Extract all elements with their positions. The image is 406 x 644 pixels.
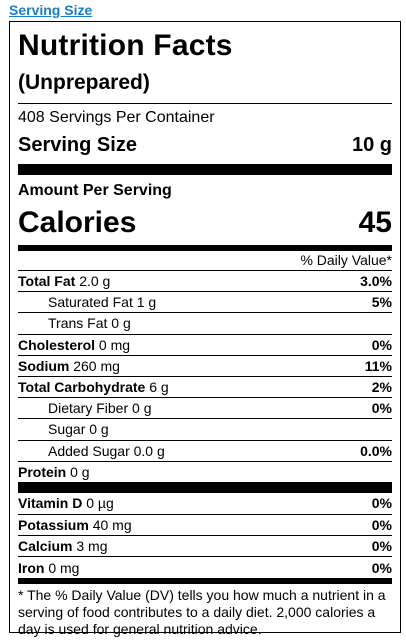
thick-divider [18,164,392,175]
nutrient-daily-value: 0% [371,559,392,576]
calories-value: 45 [358,206,392,239]
medium-divider [18,577,392,584]
nutrient-name: Trans Fat 0 g [18,315,131,331]
thick-divider [18,481,392,493]
nutrient-amount: 0 g [111,315,131,332]
nutrition-facts-label: Nutrition Facts (Unprepared) 408 Serving… [9,21,401,637]
nutrient-label: Saturated Fat [48,294,133,311]
nutrient-amount: 0 g [89,421,109,438]
nutrient-daily-value: 5% [371,294,392,311]
label-title: Nutrition Facts [18,29,233,62]
vitamin-list: Vitamin D 0 µg 0% Potassium 40 mg 0% Calcium… [18,493,392,578]
nutrient-amount: 0 mg [98,336,131,353]
serving-size-row: Serving Size 10 g [18,132,392,158]
nutrient-row: Total Fat 2.0 g 3.0% [18,270,392,291]
nutrient-name: Added Sugar 0.0 g [18,443,165,459]
serving-size-label: Serving Size [18,134,137,156]
divider [18,103,392,104]
nutrient-name: Calcium 3 mg [18,538,107,554]
nutrient-amount: 260 mg [73,357,120,374]
nutrient-amount: 3 mg [76,538,108,555]
nutrient-amount: 0 µg [86,495,114,512]
nutrient-label: Dietary Fiber [48,400,129,417]
nutrient-label: Cholesterol [18,336,96,353]
nutrient-amount: 0 mg [48,559,80,576]
nutrient-row: Sugar 0 g [18,418,392,439]
calories-label: Calories [18,206,137,239]
nutrient-row: Protein 0 g [18,460,392,482]
nutrient-row: Saturated Fat 1 g 5% [18,291,392,312]
nutrient-amount: 40 mg [92,517,132,534]
nutrient-daily-value: 0.0% [360,442,392,459]
nutrient-amount: 0 g [70,463,90,480]
nutrient-label: Trans Fat [48,315,108,332]
nutrient-daily-value: 2% [371,379,392,396]
nutrient-daily-value: 0% [371,336,392,353]
nutrient-label: Sugar [48,421,86,438]
serving-size-value: 10 g [351,134,392,156]
nutrient-label: Total Fat [18,273,76,290]
nutrient-row: Iron 0 mg 0% [18,556,392,577]
nutrient-name: Sodium 260 mg [18,358,120,374]
servings-per-container: 408 Servings Per Container [18,109,215,126]
nutrient-name: Total Carbohydrate 6 g [18,379,169,395]
label-subtitle: (Unprepared) [18,71,150,94]
nutrient-daily-value: 0% [371,538,392,555]
nutrient-row: Vitamin D 0 µg 0% [18,493,392,514]
nutrient-name: Protein 0 g [18,464,90,480]
nutrient-row: Sodium 260 mg 11% [18,354,392,376]
nutrient-name: Cholesterol 0 mg [18,337,130,353]
nutrient-row: Trans Fat 0 g [18,312,392,333]
nutrient-list: Total Fat 2.0 g 3.0% Saturated Fat 1 g 5% Tr… [18,270,392,482]
nutrient-daily-value: 3.0% [360,273,392,290]
nutrient-label: Potassium [18,517,89,534]
nutrient-label: Sodium [18,357,70,374]
nutrient-row: Added Sugar 0.0 g 0.0% [18,439,392,461]
nutrient-row: Dietary Fiber 0 g 0% [18,397,392,418]
nutrient-daily-value: 0% [371,495,392,512]
footnote: * The % Daily Value (DV) tells you how m… [18,586,386,637]
nutrient-daily-value: 11% [364,357,392,374]
nutrient-amount: 6 g [149,379,169,396]
nutrient-name: Vitamin D 0 µg [18,495,114,511]
daily-value-header: % Daily Value* [300,252,392,268]
nutrient-label: Total Carbohydrate [18,379,146,396]
nutrient-name: Total Fat 2.0 g [18,273,110,289]
nutrient-name: Iron 0 mg [18,560,79,576]
nutrient-name: Sugar 0 g [18,421,109,437]
nutrient-row: Cholesterol 0 mg 0% [18,333,392,355]
nutrient-row: Calcium 3 mg 0% [18,535,392,556]
nutrient-amount: 1 g [136,294,157,311]
nutrient-label: Vitamin D [18,495,83,512]
nutrient-label: Calcium [18,538,73,555]
serving-size-link[interactable]: Serving Size [9,2,93,18]
nutrient-row: Potassium 40 mg 0% [18,514,392,535]
nutrient-name: Dietary Fiber 0 g [18,400,152,416]
nutrient-row: Total Carbohydrate 6 g 2% [18,375,392,397]
nutrient-label: Iron [18,559,45,576]
nutrient-daily-value: 0% [371,517,392,534]
nutrient-amount: 0 g [132,400,152,417]
nutrient-name: Saturated Fat 1 g [18,294,156,310]
nutrient-amount: 0.0 g [133,442,165,459]
nutrient-amount: 2.0 g [79,273,111,290]
nutrient-daily-value: 0% [371,400,392,417]
amount-per-serving: Amount Per Serving [18,182,172,199]
nutrient-label: Added Sugar [48,442,130,459]
medium-divider [18,245,392,251]
nutrient-name: Potassium 40 mg [18,517,132,533]
calories-row: Calories 45 [18,204,392,242]
nutrient-label: Protein [18,463,67,480]
